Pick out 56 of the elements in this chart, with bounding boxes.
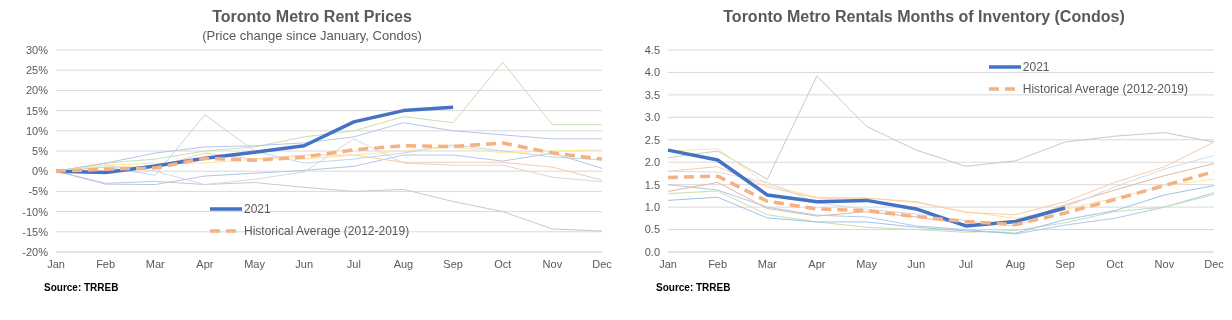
x-tick-label: Nov: [542, 257, 563, 270]
y-tick-label: 0%: [32, 165, 49, 178]
x-tick-label: Mar: [145, 257, 166, 270]
y-tick-label: -20%: [22, 245, 49, 258]
y-tick-label: 20%: [25, 84, 49, 97]
y-tick-label: 0.5: [644, 223, 660, 236]
y-tick-label: 10%: [25, 124, 49, 137]
chart-title: Toronto Metro Rent Prices: [211, 8, 413, 27]
y-tick-label: 0.0: [644, 245, 660, 258]
y-tick-label: 3.5: [644, 88, 660, 101]
x-tick-label: Nov: [1154, 257, 1175, 270]
x-tick-label: May: [856, 257, 878, 270]
legend-label: Historical Average (2012-2019): [1022, 82, 1188, 96]
x-tick-label: Jan: [659, 257, 677, 270]
source-note: Source: TRREB: [44, 282, 120, 293]
y-tick-label: 1.0: [644, 201, 660, 214]
y-tick-label: -10%: [22, 205, 49, 218]
x-tick-label: Apr: [808, 257, 826, 270]
x-tick-label: Aug: [393, 257, 414, 270]
y-tick-label: 1.5: [644, 178, 660, 191]
y-tick-label: -15%: [22, 225, 49, 238]
x-tick-label: Feb: [96, 257, 116, 270]
legend-label: 2021: [1022, 60, 1050, 74]
x-tick-label: Oct: [494, 257, 512, 270]
x-tick-label: Jan: [47, 257, 65, 270]
y-tick-label: 30%: [25, 43, 49, 56]
x-tick-label: Sep: [443, 257, 463, 270]
x-tick-label: Jun: [295, 257, 314, 270]
x-tick-label: May: [244, 257, 266, 270]
chart-subtitle: (Price change since January, Condos): [202, 28, 422, 43]
legend-label: Historical Average (2012-2019): [244, 224, 410, 238]
x-tick-label: Jun: [907, 257, 926, 270]
x-tick-label: Jul: [958, 257, 973, 270]
y-tick-label: 15%: [25, 104, 49, 117]
y-tick-label: 2.0: [644, 156, 660, 169]
y-tick-label: 4.5: [644, 43, 660, 56]
x-tick-label: Mar: [757, 257, 778, 270]
source-note: Source: TRREB: [656, 282, 732, 293]
y-tick-label: 2.5: [644, 133, 660, 146]
y-tick-label: 5%: [32, 144, 49, 157]
x-tick-label: Dec: [592, 257, 613, 270]
x-tick-label: Aug: [1005, 257, 1026, 270]
x-tick-label: Dec: [1204, 257, 1225, 270]
x-tick-label: Apr: [196, 257, 214, 270]
x-tick-label: Oct: [1106, 257, 1124, 270]
line-series: [667, 75, 1215, 180]
line-series: [666, 148, 1067, 228]
x-tick-label: Jul: [346, 257, 361, 270]
x-tick-label: Feb: [708, 257, 728, 270]
y-tick-label: -5%: [28, 185, 49, 198]
y-tick-label: 25%: [25, 64, 49, 77]
chart-title: Toronto Metro Rentals Months of Inventory (Condos): [722, 8, 1126, 27]
y-tick-label: 3.0: [644, 111, 660, 124]
legend-label: 2021: [244, 202, 271, 216]
y-tick-label: 4.0: [644, 66, 660, 79]
x-tick-label: Sep: [1055, 257, 1075, 270]
